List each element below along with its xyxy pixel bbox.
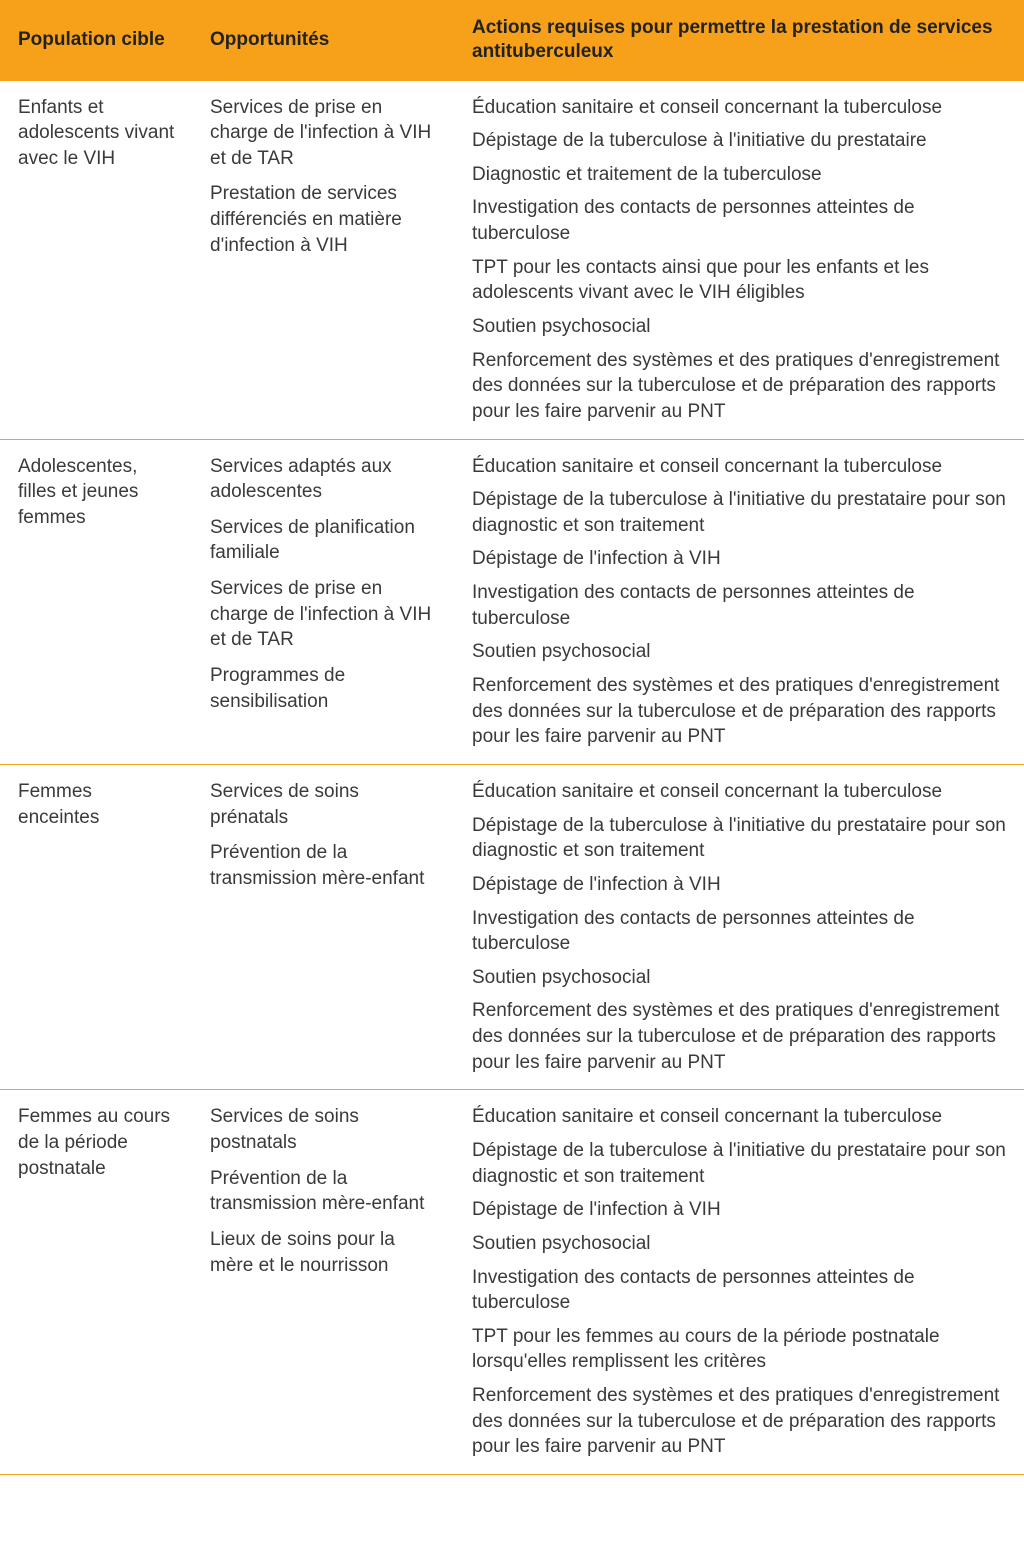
opportunity-item: Prévention de la transmission mère-enfan… — [210, 1166, 440, 1217]
action-item: Investigation des contacts de personnes … — [472, 906, 1010, 957]
opportunities-cell: Services de prise en charge de l'infecti… — [192, 80, 454, 439]
opportunities-cell: Services adaptés aux adolescentes Service… — [192, 439, 454, 764]
action-item: Dépistage de la tuberculose à l'initiati… — [472, 813, 1010, 864]
col-header-population: Population cible — [0, 0, 192, 80]
action-item: Renforcement des systèmes et des pratiqu… — [472, 348, 1010, 425]
actions-cell: Éducation sanitaire et conseil concernan… — [454, 439, 1024, 764]
population-cell: Adolescentes, filles et jeunes femmes — [0, 439, 192, 764]
table-row: Femmes enceintesServices de soins prénat… — [0, 764, 1024, 1089]
opportunities-cell: Services de soins postnatals Prévention d… — [192, 1090, 454, 1475]
action-item: TPT pour les contacts ainsi que pour les… — [472, 255, 1010, 306]
action-item: Éducation sanitaire et conseil concernan… — [472, 454, 1010, 480]
action-item: Investigation des contacts de personnes … — [472, 580, 1010, 631]
action-item: Soutien psychosocial — [472, 965, 1010, 991]
action-item: Dépistage de l'infection à VIH — [472, 872, 1010, 898]
tb-services-table: Population cible Opportunités Actions re… — [0, 0, 1024, 1475]
opportunity-item: Prestation de services différenciés en m… — [210, 181, 440, 258]
action-item: Dépistage de la tuberculose à l'initiati… — [472, 128, 1010, 154]
opportunity-item: Services de prise en charge de l'infecti… — [210, 95, 440, 172]
table-header-row: Population cible Opportunités Actions re… — [0, 0, 1024, 80]
opportunity-item: Services de planification familiale — [210, 515, 440, 566]
actions-cell: Éducation sanitaire et conseil concernan… — [454, 80, 1024, 439]
opportunity-item: Services adaptés aux adolescentes — [210, 454, 440, 505]
action-item: Renforcement des systèmes et des pratiqu… — [472, 673, 1010, 750]
col-header-opportunities: Opportunités — [192, 0, 454, 80]
action-item: Investigation des contacts de personnes … — [472, 195, 1010, 246]
actions-cell: Éducation sanitaire et conseil concernan… — [454, 1090, 1024, 1475]
actions-cell: Éducation sanitaire et conseil concernan… — [454, 764, 1024, 1089]
opportunity-item: Services de soins prénatals — [210, 779, 440, 830]
opportunity-item: Programmes de sensibilisation — [210, 663, 440, 714]
table-row: Femmes au cours de la période postnatale… — [0, 1090, 1024, 1475]
opportunity-item: Services de soins postnatals — [210, 1104, 440, 1155]
action-item: Dépistage de la tuberculose à l'initiati… — [472, 1138, 1010, 1189]
action-item: Soutien psychosocial — [472, 1231, 1010, 1257]
action-item: TPT pour les femmes au cours de la pério… — [472, 1324, 1010, 1375]
action-item: Renforcement des systèmes et des pratiqu… — [472, 998, 1010, 1075]
opportunities-cell: Services de soins prénatals Prévention de… — [192, 764, 454, 1089]
action-item: Soutien psychosocial — [472, 639, 1010, 665]
action-item: Diagnostic et traitement de la tuberculo… — [472, 162, 1010, 188]
opportunity-item: Prévention de la transmission mère-enfan… — [210, 840, 440, 891]
action-item: Dépistage de l'infection à VIH — [472, 546, 1010, 572]
col-header-actions: Actions requises pour permettre la prest… — [454, 0, 1024, 80]
action-item: Éducation sanitaire et conseil concernan… — [472, 1104, 1010, 1130]
action-item: Renforcement des systèmes et des pratiqu… — [472, 1383, 1010, 1460]
population-cell: Femmes enceintes — [0, 764, 192, 1089]
opportunity-item: Services de prise en charge de l'infecti… — [210, 576, 440, 653]
action-item: Dépistage de la tuberculose à l'initiati… — [472, 487, 1010, 538]
action-item: Éducation sanitaire et conseil concernan… — [472, 779, 1010, 805]
action-item: Investigation des contacts de personnes … — [472, 1265, 1010, 1316]
action-item: Soutien psychosocial — [472, 314, 1010, 340]
opportunity-item: Lieux de soins pour la mère et le nourri… — [210, 1227, 440, 1278]
table-body: Enfants et adolescents vivant avec le VI… — [0, 80, 1024, 1475]
action-item: Éducation sanitaire et conseil concernan… — [472, 95, 1010, 121]
table-row: Adolescentes, filles et jeunes femmesSer… — [0, 439, 1024, 764]
population-cell: Femmes au cours de la période postnatale — [0, 1090, 192, 1475]
population-cell: Enfants et adolescents vivant avec le VI… — [0, 80, 192, 439]
table-row: Enfants et adolescents vivant avec le VI… — [0, 80, 1024, 439]
action-item: Dépistage de l'infection à VIH — [472, 1197, 1010, 1223]
